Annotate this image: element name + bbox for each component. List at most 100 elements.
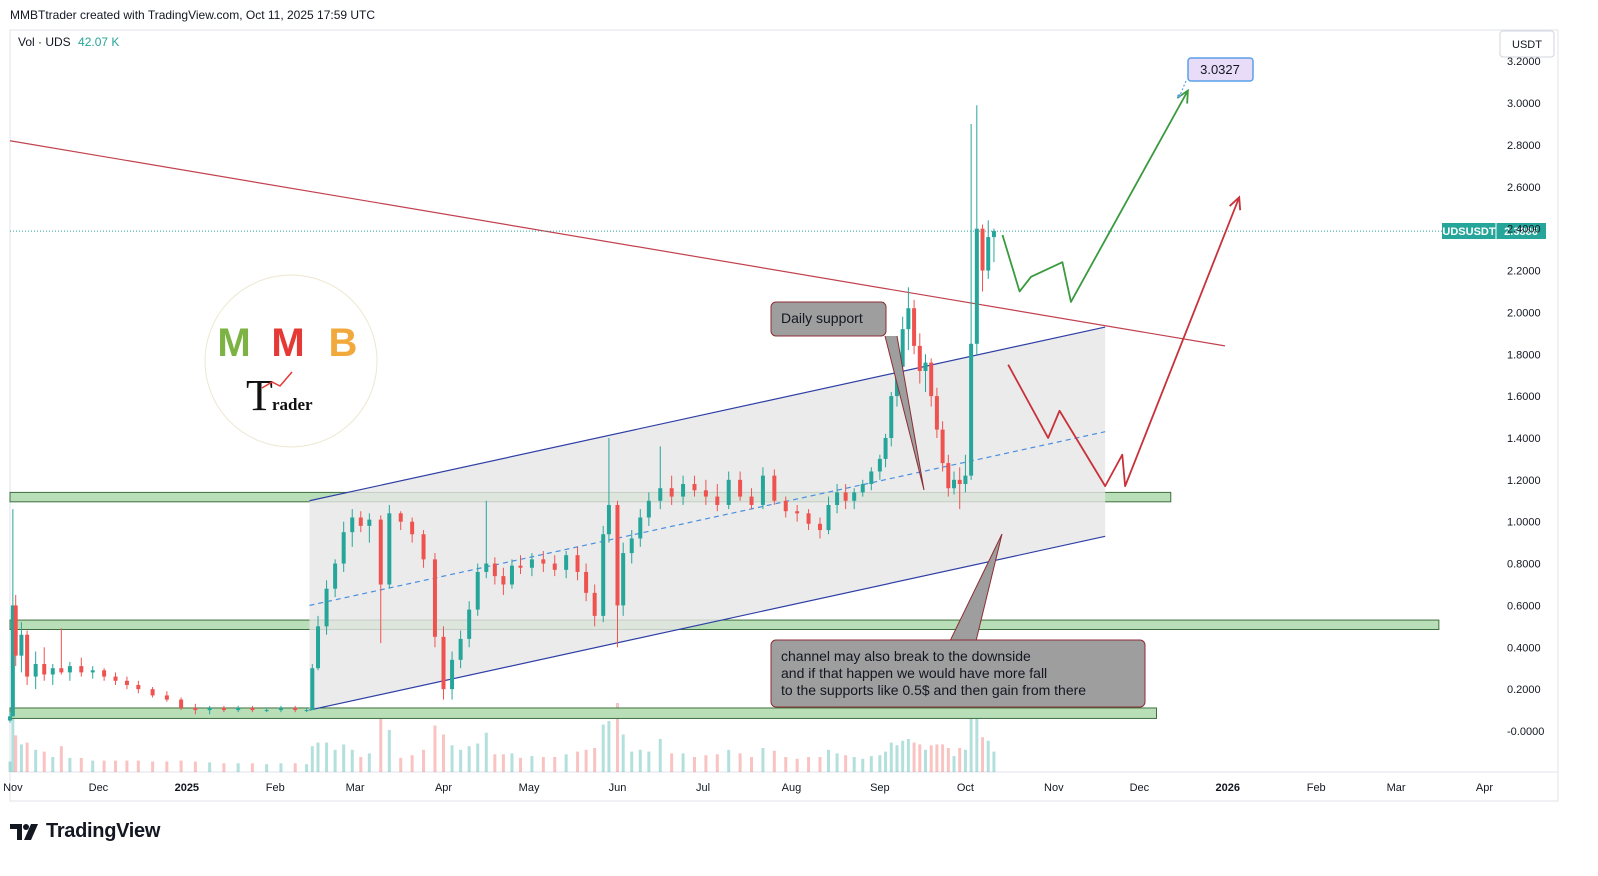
- volume-bar: [530, 756, 534, 772]
- candle-body: [592, 592, 597, 616]
- volume-bar: [102, 760, 106, 772]
- volume-bar: [350, 749, 354, 772]
- candle-body: [906, 308, 911, 330]
- volume-bar: [935, 744, 939, 772]
- volume-bar: [208, 762, 212, 772]
- candle-body: [367, 519, 372, 526]
- time-tick-label: Mar: [346, 782, 365, 794]
- target-label-box[interactable]: [1187, 57, 1254, 82]
- price-tag: [1442, 223, 1546, 239]
- volume-bar: [593, 748, 597, 772]
- candle-body: [806, 513, 811, 524]
- tradingview-logo[interactable]: TradingView: [10, 820, 160, 843]
- mmbt-logo: M M B T rader: [204, 274, 378, 448]
- logo-letter-1: M: [217, 321, 250, 365]
- candle-body: [250, 707, 255, 711]
- volume-bar: [136, 760, 140, 772]
- volume-bar: [14, 735, 18, 772]
- candle-body: [350, 517, 355, 533]
- candle-body: [760, 475, 765, 505]
- time-tick-label: Nov: [3, 782, 23, 794]
- candle-body: [621, 553, 626, 606]
- candle-body: [398, 513, 403, 522]
- price-tick-label: 1.4000: [1507, 433, 1541, 445]
- volume-bar: [193, 761, 197, 772]
- price-tick-label: 0.8000: [1507, 559, 1541, 571]
- price-tick-label: -0.0000: [1507, 726, 1544, 738]
- time-axis[interactable]: Nov Dec 2025 Feb Mar Apr May Jun Jul Aug Sep Oct Nov…: [3, 782, 1493, 794]
- candle-body: [575, 555, 580, 572]
- candle-body: [358, 517, 363, 526]
- candle-body: [124, 680, 129, 685]
- candle-body: [529, 559, 534, 568]
- candle-body: [193, 707, 198, 711]
- volume-bar: [501, 754, 505, 772]
- volume-bar: [442, 734, 446, 772]
- volume-bar: [342, 744, 346, 772]
- time-tick-label: 2026: [1216, 782, 1240, 794]
- volume-bar: [852, 757, 856, 772]
- currency-button[interactable]: [1499, 30, 1555, 58]
- chart-credit: MMBTtrader created with TradingView.com,…: [10, 8, 376, 22]
- candle-body: [817, 523, 822, 531]
- time-tick-label: Dec: [1130, 782, 1150, 794]
- volume-bar: [42, 751, 46, 772]
- price-axis[interactable]: 3.2000 3.0000 2.8000 2.6000 2.4000 2.2000 2.00…: [1507, 56, 1544, 738]
- candle-body: [658, 488, 663, 501]
- volume-bar: [901, 740, 905, 772]
- candle-body: [991, 231, 996, 238]
- time-tick-label: Oct: [957, 782, 974, 794]
- daily-support-callout[interactable]: [770, 301, 887, 337]
- candle-body: [952, 479, 957, 489]
- volume-bar: [8, 761, 12, 772]
- descending-trendline[interactable]: [9, 140, 1226, 347]
- candle-body: [738, 479, 743, 497]
- candle-body: [564, 555, 569, 570]
- candle-body: [33, 664, 38, 677]
- price-tick-label: 3.2000: [1507, 56, 1541, 68]
- volume-bar: [333, 749, 337, 772]
- channel-note-callout[interactable]: [770, 639, 1146, 708]
- volume-bar: [761, 748, 765, 772]
- volume-bar: [165, 761, 169, 772]
- candle-body: [969, 343, 974, 476]
- candle-body: [584, 571, 589, 593]
- channel-note-line-3: to the supports like 0.5$ and then gain …: [781, 682, 1086, 698]
- candle-body: [278, 707, 283, 711]
- time-tick-label: Feb: [1307, 782, 1326, 794]
- volume-bar: [630, 751, 634, 772]
- volume-bar: [34, 749, 38, 772]
- candle-body: [852, 492, 857, 501]
- volume-bar: [316, 742, 320, 772]
- volume-bar: [621, 734, 625, 772]
- candle-body: [877, 458, 882, 472]
- bullish-projection-path[interactable]: [1001, 90, 1189, 303]
- volume-bar: [946, 748, 950, 772]
- volume-bar: [325, 742, 329, 772]
- support-zone[interactable]: [9, 707, 1158, 719]
- currency-button-label: USDT: [1512, 39, 1542, 51]
- price-tick-label: 0.2000: [1507, 684, 1541, 696]
- volume-bar: [681, 753, 685, 772]
- volume-bar: [553, 757, 557, 772]
- candle-body: [681, 484, 686, 497]
- candle-body: [986, 237, 991, 271]
- support-zone[interactable]: [9, 619, 1440, 630]
- candle-body: [826, 504, 831, 531]
- volume-bar: [912, 742, 916, 772]
- candle-body: [475, 571, 480, 610]
- volume-bar: [692, 757, 696, 772]
- candle-body: [692, 484, 697, 491]
- candle-body: [236, 707, 241, 711]
- volume-bar: [484, 732, 488, 772]
- candle-body: [703, 490, 708, 497]
- bearish-projection-path[interactable]: [1007, 196, 1241, 488]
- channel-note-pointer: [949, 533, 1003, 642]
- volume-bar: [179, 760, 183, 772]
- volume-bar: [795, 758, 799, 772]
- volume-bar: [884, 751, 888, 772]
- candle-body: [934, 396, 939, 430]
- volume-bar: [114, 760, 118, 772]
- candle-body: [843, 492, 848, 501]
